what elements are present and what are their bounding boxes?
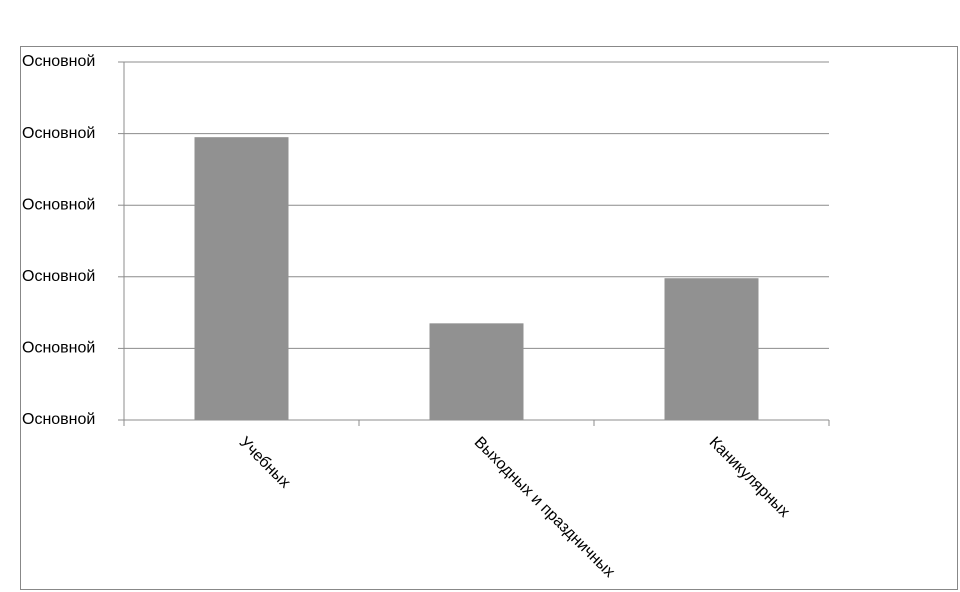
- bar: [664, 278, 759, 420]
- y-tick-label: Основной: [22, 53, 95, 70]
- y-tick-label: Основной: [22, 340, 95, 357]
- y-tick-label: Основной: [22, 125, 95, 142]
- y-tick-label: Основной: [22, 411, 95, 428]
- chart-border: [20, 46, 958, 590]
- bar: [194, 137, 289, 420]
- y-tick-label: Основной: [22, 268, 95, 285]
- bar: [429, 323, 524, 420]
- y-tick-label: Основной: [22, 196, 95, 213]
